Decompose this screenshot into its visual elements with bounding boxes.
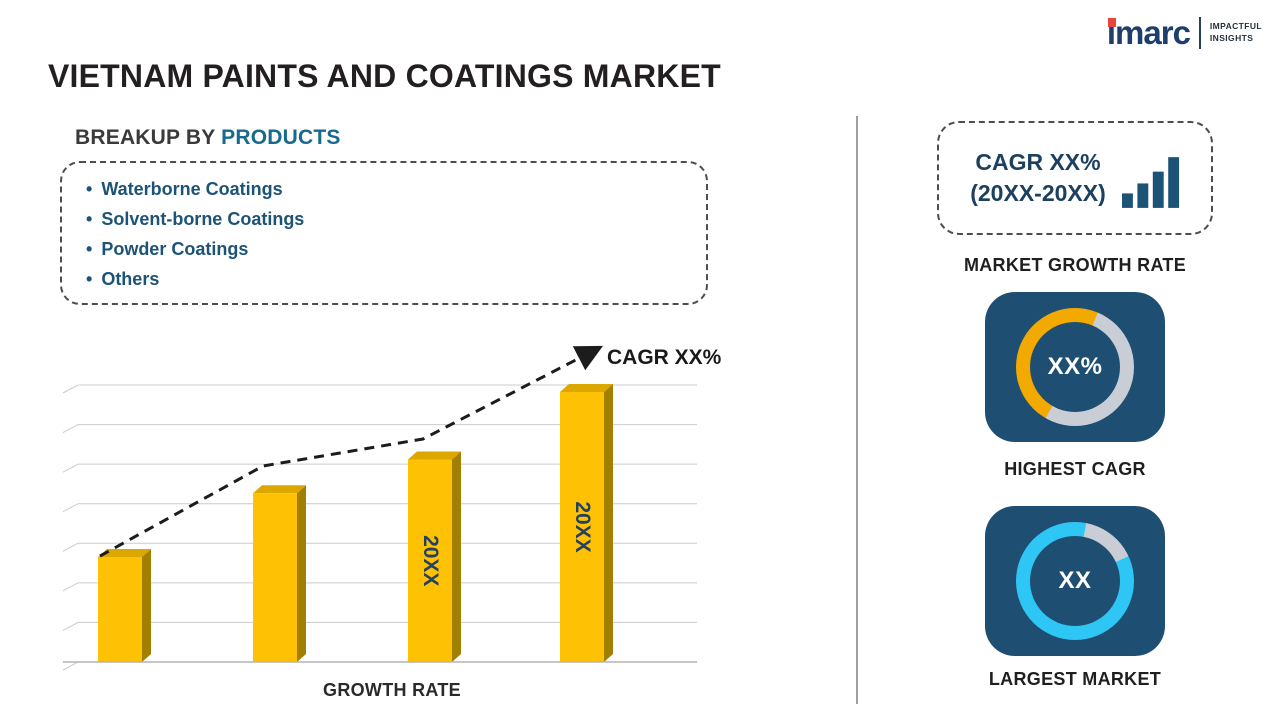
svg-text:20XX: 20XX (571, 501, 594, 552)
highest-cagr-card: XX% (985, 292, 1165, 442)
product-item: Waterborne Coatings (86, 174, 706, 204)
cagr-card-text: CAGR XX% (20XX-20XX) (970, 147, 1106, 209)
breakup-heading-highlight: PRODUCTS (221, 126, 341, 149)
page-title: VIETNAM PAINTS AND COATINGS MARKET (48, 58, 721, 94)
market-growth-rate-label: MARKET GROWTH RATE (963, 255, 1187, 275)
highest-cagr-label: HIGHEST CAGR (1004, 459, 1146, 479)
bar-chart-icon (1121, 157, 1179, 208)
products-list-box: Waterborne Coatings Solvent-borne Coatin… (60, 161, 708, 305)
growth-bar-chart: 20XX 20XX CAGR XX% (62, 345, 722, 671)
logo-divider (1198, 16, 1201, 49)
products-list: Waterborne Coatings Solvent-borne Coatin… (86, 174, 706, 294)
cagr-card: CAGR XX% (20XX-20XX) (937, 121, 1213, 235)
largest-market-label: LARGEST MARKET (988, 669, 1162, 689)
svg-text:20XX: 20XX (419, 535, 442, 586)
imarc-logo: imarc IMPACTFUL INSIGHTS (1107, 16, 1262, 49)
highest-cagr-donut: XX% (1016, 308, 1134, 426)
logo-tagline: IMPACTFUL INSIGHTS (1209, 21, 1262, 43)
product-item: Others (86, 264, 706, 294)
svg-text:CAGR XX%: CAGR XX% (607, 346, 722, 369)
vertical-divider (856, 116, 858, 704)
largest-market-donut: XX (1016, 522, 1134, 640)
largest-market-card: XX (985, 506, 1165, 656)
logo-brand: imarc (1106, 14, 1191, 51)
chart-x-label: GROWTH RATE (323, 680, 461, 700)
breakup-heading: BREAKUP BY PRODUCTS (75, 126, 341, 149)
logo-red-accent-icon (1107, 18, 1116, 27)
cagr-value: CAGR XX% (975, 148, 1101, 175)
cagr-period: (20XX-20XX) (970, 180, 1106, 206)
highest-cagr-value: XX% (1030, 322, 1120, 412)
product-item: Powder Coatings (86, 234, 706, 264)
largest-market-value: XX (1030, 536, 1120, 626)
product-item: Solvent-borne Coatings (86, 204, 706, 234)
